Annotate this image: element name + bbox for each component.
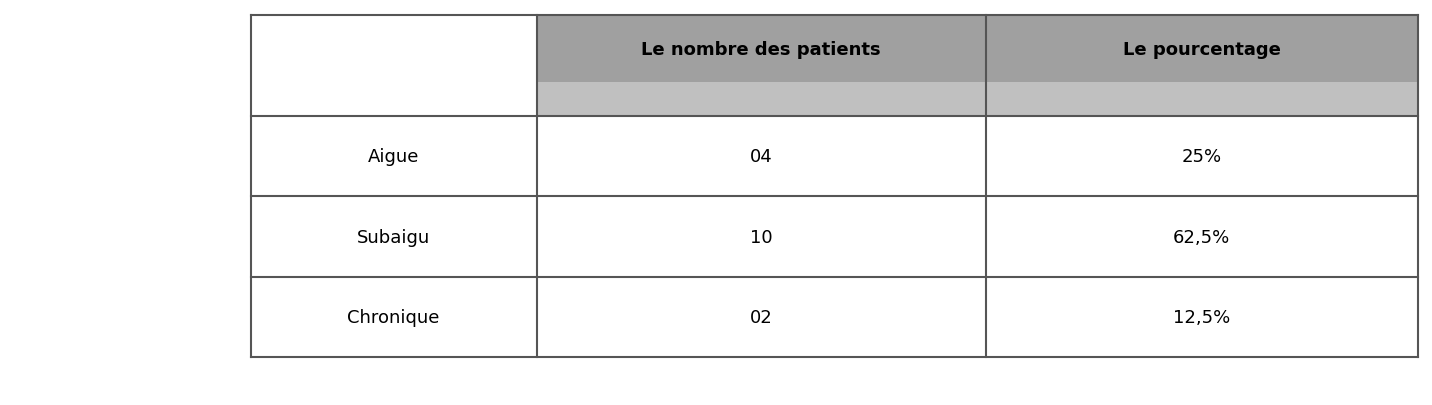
Bar — [985, 117, 1418, 197]
Text: Subaigu: Subaigu — [357, 228, 430, 246]
Bar — [537, 277, 985, 357]
Bar — [985, 83, 1418, 117]
Bar — [251, 16, 537, 117]
Bar — [537, 197, 985, 277]
Text: 02: 02 — [750, 308, 773, 326]
Text: 04: 04 — [750, 148, 773, 166]
Text: Le nombre des patients: Le nombre des patients — [642, 41, 881, 59]
Text: 10: 10 — [750, 228, 772, 246]
Text: 12,5%: 12,5% — [1173, 308, 1230, 326]
Bar — [985, 197, 1418, 277]
Bar — [537, 83, 985, 117]
Text: Aigue: Aigue — [368, 148, 420, 166]
Bar — [251, 117, 537, 197]
Bar — [251, 277, 537, 357]
Text: 25%: 25% — [1181, 148, 1221, 166]
Bar — [537, 117, 985, 197]
Bar — [985, 16, 1418, 83]
Bar — [251, 197, 537, 277]
Text: Le pourcentage: Le pourcentage — [1123, 41, 1280, 59]
Bar — [985, 277, 1418, 357]
Text: 62,5%: 62,5% — [1173, 228, 1230, 246]
Text: Chronique: Chronique — [348, 308, 440, 326]
Bar — [537, 16, 985, 83]
